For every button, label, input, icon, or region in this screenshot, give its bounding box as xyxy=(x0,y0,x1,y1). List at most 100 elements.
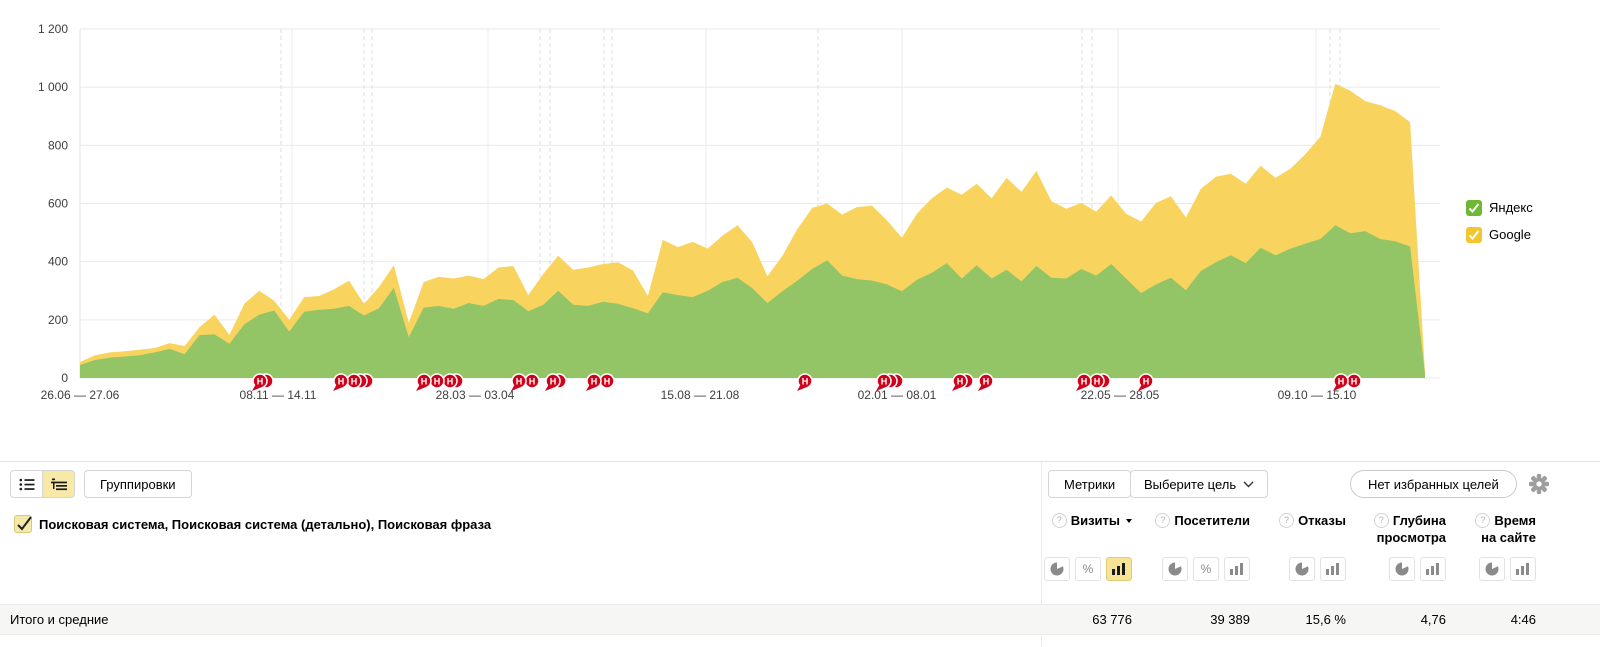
annotation-marker-group[interactable]: НН xyxy=(511,373,540,391)
x-axis-tick: 26.06 — 27.06 xyxy=(41,388,120,402)
svg-text:Н: Н xyxy=(983,376,990,386)
annotation-marker-group[interactable]: Н xyxy=(876,373,904,391)
gear-icon xyxy=(1529,474,1549,494)
bars-view-button[interactable] xyxy=(1106,557,1132,581)
percent-view-button[interactable]: % xyxy=(1193,557,1219,581)
column-label: просмотра xyxy=(1376,530,1446,545)
annotation-marker-group[interactable]: Н xyxy=(952,373,974,391)
svg-text:Н: Н xyxy=(434,376,441,386)
groupings-button[interactable]: Группировки xyxy=(84,470,192,498)
y-axis-tick: 800 xyxy=(48,138,68,152)
pie-view-button[interactable] xyxy=(1479,557,1505,581)
total-value: 63 776 xyxy=(1092,612,1132,627)
svg-text:Н: Н xyxy=(802,376,809,386)
column-divider xyxy=(1041,462,1042,647)
list-view-button[interactable] xyxy=(10,470,43,498)
view-switcher xyxy=(1338,557,1446,581)
metrics-button[interactable]: Метрики xyxy=(1048,470,1132,498)
annotation-marker-group[interactable]: Н xyxy=(1138,373,1154,391)
view-switcher xyxy=(1428,557,1536,581)
checkmark-icon xyxy=(17,516,32,531)
pie-view-button[interactable] xyxy=(1389,557,1415,581)
legend-checkbox-icon[interactable] xyxy=(1466,199,1482,216)
bars-view-button[interactable] xyxy=(1420,557,1446,581)
annotation-marker-group[interactable]: Н xyxy=(978,373,994,391)
annotation-marker-group[interactable]: Н xyxy=(252,373,274,391)
annotation-marker-group[interactable]: НН xyxy=(333,373,374,391)
column-label: на сайте xyxy=(1481,530,1536,545)
tree-view-button[interactable] xyxy=(42,470,75,498)
list-icon xyxy=(19,478,34,490)
legend-label: Яндекс xyxy=(1489,200,1533,215)
annotation-marker-group[interactable]: Н xyxy=(545,373,567,391)
favorite-goals-pill[interactable]: Нет избранных целей xyxy=(1350,470,1517,498)
annotation-marker-group[interactable]: ННН xyxy=(416,373,464,391)
total-value: 4:46 xyxy=(1510,612,1536,627)
svg-text:Н: Н xyxy=(516,376,523,386)
x-axis-tick: 02.01 — 08.01 xyxy=(858,388,937,402)
annotation-marker-group[interactable]: Н xyxy=(797,373,813,391)
goal-select-button[interactable]: Выберите цель xyxy=(1130,470,1269,498)
view-switcher: % xyxy=(1138,557,1250,581)
svg-text:Н: Н xyxy=(338,376,345,386)
column-header-3[interactable]: ? Отказы xyxy=(1238,512,1346,529)
yandex-area-series[interactable] xyxy=(80,225,1425,378)
svg-text:Н: Н xyxy=(1143,376,1150,386)
bars-view-button[interactable] xyxy=(1320,557,1346,581)
view-switcher xyxy=(1238,557,1346,581)
y-axis-tick: 1 000 xyxy=(38,80,68,94)
svg-text:Н: Н xyxy=(1081,376,1088,386)
total-value: 4,76 xyxy=(1420,612,1446,627)
totals-label: Итого и средние xyxy=(10,612,109,627)
legend-checkbox-icon[interactable] xyxy=(1466,226,1482,243)
y-axis-tick: 400 xyxy=(48,255,68,269)
legend-item-yandex[interactable]: Яндекс xyxy=(1466,199,1533,216)
svg-text:Н: Н xyxy=(957,376,964,386)
svg-text:Н: Н xyxy=(1351,376,1358,386)
svg-text:Н: Н xyxy=(550,376,557,386)
settings-gear-button[interactable] xyxy=(1529,474,1549,494)
svg-text:Н: Н xyxy=(447,376,454,386)
chevron-down-icon xyxy=(1243,481,1254,487)
svg-text:Н: Н xyxy=(881,376,888,386)
help-icon[interactable]: ? xyxy=(1155,513,1171,528)
column-header-2[interactable]: ? Посетители xyxy=(1138,512,1250,529)
help-icon[interactable]: ? xyxy=(1475,513,1491,528)
x-axis-tick: 08.11 — 14.11 xyxy=(240,388,317,402)
annotation-marker-group[interactable]: НН xyxy=(1076,373,1111,391)
svg-text:Н: Н xyxy=(421,376,428,386)
y-axis-tick: 600 xyxy=(48,197,68,211)
annotation-marker-group[interactable]: НН xyxy=(1333,373,1362,391)
help-icon[interactable]: ? xyxy=(1279,513,1295,528)
tree-icon xyxy=(50,478,67,490)
legend-item-google[interactable]: Google xyxy=(1466,226,1531,243)
svg-text:Н: Н xyxy=(1338,376,1345,386)
bars-view-button[interactable] xyxy=(1224,557,1250,581)
dimension-checkbox[interactable] xyxy=(14,515,32,533)
pie-view-button[interactable] xyxy=(1162,557,1188,581)
chart-section: 0 200 400 600 800 1 000 1 200 26.06 — 27.06 08.1… xyxy=(0,0,1600,460)
column-label: Отказы xyxy=(1298,513,1346,528)
traffic-area-chart[interactable]: 0 200 400 600 800 1 000 1 200 26.06 — 27.06 08.1… xyxy=(0,0,1600,460)
help-icon[interactable]: ? xyxy=(1051,513,1067,528)
column-label: Посетители xyxy=(1174,513,1250,528)
column-header-1[interactable]: ? Визиты xyxy=(1020,512,1132,529)
annotation-marker-group[interactable]: НН xyxy=(586,373,615,391)
help-icon[interactable]: ? xyxy=(1373,513,1389,528)
svg-text:Н: Н xyxy=(1094,376,1101,386)
y-axis-tick: 0 xyxy=(61,371,68,385)
goal-select-label: Выберите цель xyxy=(1144,476,1237,492)
percent-view-button[interactable]: % xyxy=(1075,557,1101,581)
pie-view-button[interactable] xyxy=(1044,557,1070,581)
dimension-label: Поисковая система, Поисковая система (де… xyxy=(39,517,492,532)
svg-text:Н: Н xyxy=(529,376,536,386)
column-header-5[interactable]: ? Время на сайте xyxy=(1428,512,1536,546)
bars-view-button[interactable] xyxy=(1510,557,1536,581)
column-header-4[interactable]: ? Глубина просмотра xyxy=(1338,512,1446,546)
column-label: Время xyxy=(1494,513,1536,528)
svg-text:Н: Н xyxy=(591,376,598,386)
y-axis-tick: 1 200 xyxy=(38,22,68,36)
view-switcher: % xyxy=(1020,557,1132,581)
x-axis-tick: 28.03 — 03.04 xyxy=(436,388,515,402)
pie-view-button[interactable] xyxy=(1289,557,1315,581)
